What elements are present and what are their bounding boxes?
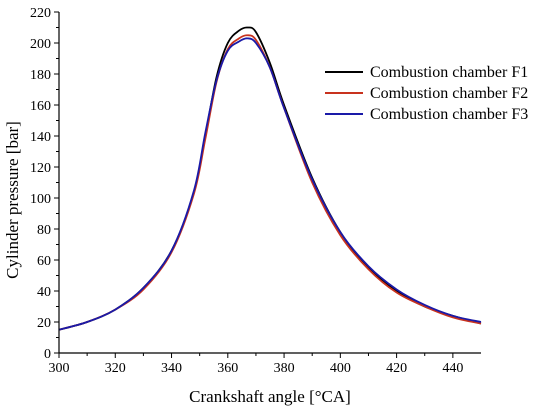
y-tick-label: 20	[37, 316, 51, 331]
y-tick-label: 40	[37, 285, 51, 300]
y-tick-label: 120	[30, 161, 51, 176]
x-tick-label: 320	[105, 361, 126, 376]
y-tick-label: 100	[30, 192, 51, 207]
legend-label-3: Combustion chamber F3	[370, 106, 528, 123]
y-tick-label: 180	[30, 68, 51, 83]
x-axis-title: Crankshaft angle [°CA]	[189, 387, 351, 406]
series-lines	[58, 26, 482, 331]
x-tick-label: 340	[161, 361, 182, 376]
y-tick-label: 80	[37, 223, 51, 238]
y-axis-title: Cylinder pressure [bar]	[3, 121, 22, 279]
x-tick-label: 300	[49, 361, 70, 376]
y-tick-label: 200	[30, 37, 51, 52]
x-tick-label: 400	[330, 361, 351, 376]
x-tick-label: 420	[386, 361, 407, 376]
y-tick-label: 60	[37, 254, 51, 269]
series-line-3	[58, 37, 482, 331]
x-tick-label: 360	[217, 361, 238, 376]
y-tick-label: 160	[30, 99, 51, 114]
legend-label-2: Combustion chamber F2	[370, 85, 528, 102]
y-tick-label: 140	[30, 130, 51, 145]
legend: Combustion chamber F1 Combustion chamber …	[325, 64, 528, 123]
x-tick-label: 440	[442, 361, 463, 376]
y-tick-label: 0	[44, 347, 51, 362]
legend-label-1: Combustion chamber F1	[370, 64, 528, 81]
ticks: 300 320 340 360 380 400 420 440 0 20 40 60 80 100 120 1…	[30, 6, 463, 376]
x-tick-label: 380	[274, 361, 295, 376]
series-line-2	[58, 34, 482, 331]
y-tick-label: 220	[30, 6, 51, 21]
